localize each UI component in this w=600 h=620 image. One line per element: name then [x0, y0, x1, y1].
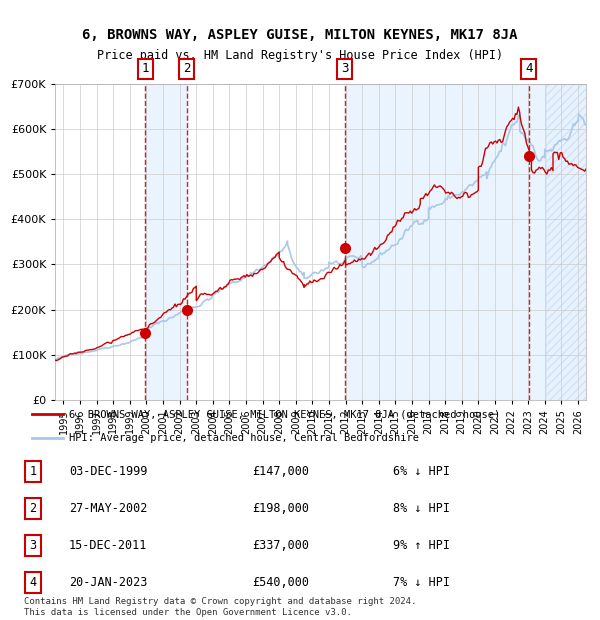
Bar [145, 84, 187, 400]
Bar [345, 84, 586, 400]
Text: 03-DEC-1999: 03-DEC-1999 [69, 465, 148, 477]
Text: 4: 4 [525, 63, 533, 75]
Text: 3: 3 [341, 63, 349, 75]
Text: 1: 1 [142, 63, 149, 75]
Text: HPI: Average price, detached house, Central Bedfordshire: HPI: Average price, detached house, Cent… [68, 433, 419, 443]
Text: £147,000: £147,000 [252, 465, 309, 477]
Text: 3: 3 [29, 539, 37, 552]
Text: 1: 1 [29, 465, 37, 477]
Text: Price paid vs. HM Land Registry's House Price Index (HPI): Price paid vs. HM Land Registry's House … [97, 49, 503, 62]
Text: 20-JAN-2023: 20-JAN-2023 [69, 577, 148, 589]
Text: 7% ↓ HPI: 7% ↓ HPI [393, 577, 450, 589]
Text: 8% ↓ HPI: 8% ↓ HPI [393, 502, 450, 515]
Text: 2: 2 [29, 502, 37, 515]
Text: 9% ↑ HPI: 9% ↑ HPI [393, 539, 450, 552]
Text: £540,000: £540,000 [252, 577, 309, 589]
Text: 6% ↓ HPI: 6% ↓ HPI [393, 465, 450, 477]
Text: £198,000: £198,000 [252, 502, 309, 515]
Text: Contains HM Land Registry data © Crown copyright and database right 2024.
This d: Contains HM Land Registry data © Crown c… [24, 598, 416, 617]
Text: 2: 2 [183, 63, 190, 75]
Text: £337,000: £337,000 [252, 539, 309, 552]
Text: 4: 4 [29, 577, 37, 589]
Bar [546, 84, 586, 400]
Text: 27-MAY-2002: 27-MAY-2002 [69, 502, 148, 515]
Text: 6, BROWNS WAY, ASPLEY GUISE, MILTON KEYNES, MK17 8JA: 6, BROWNS WAY, ASPLEY GUISE, MILTON KEYN… [82, 27, 518, 42]
Text: 6, BROWNS WAY, ASPLEY GUISE, MILTON KEYNES, MK17 8JA (detached house): 6, BROWNS WAY, ASPLEY GUISE, MILTON KEYN… [68, 409, 500, 419]
Text: 15-DEC-2011: 15-DEC-2011 [69, 539, 148, 552]
